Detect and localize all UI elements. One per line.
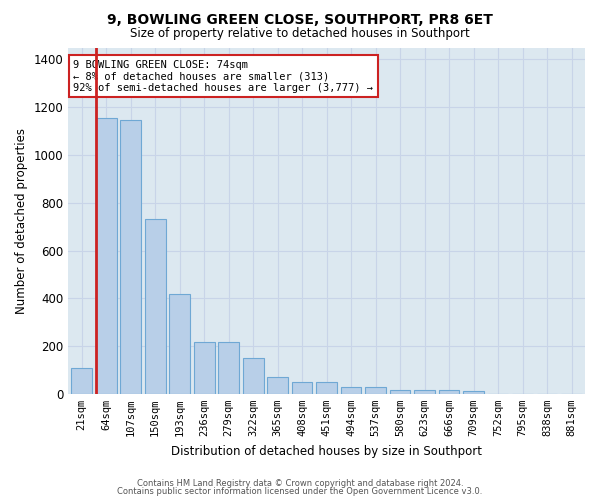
Bar	[194, 342, 215, 394]
Y-axis label: Number of detached properties: Number of detached properties	[15, 128, 28, 314]
Bar	[414, 390, 435, 394]
Text: Contains HM Land Registry data © Crown copyright and database right 2024.: Contains HM Land Registry data © Crown c…	[137, 478, 463, 488]
Bar	[267, 377, 288, 394]
Bar	[120, 120, 141, 394]
Bar	[71, 368, 92, 394]
Bar	[292, 382, 313, 394]
Bar	[145, 220, 166, 394]
Text: Contains public sector information licensed under the Open Government Licence v3: Contains public sector information licen…	[118, 487, 482, 496]
Bar	[341, 386, 361, 394]
Bar	[218, 342, 239, 394]
Text: 9 BOWLING GREEN CLOSE: 74sqm
← 8% of detached houses are smaller (313)
92% of se: 9 BOWLING GREEN CLOSE: 74sqm ← 8% of det…	[73, 60, 373, 93]
Bar	[439, 390, 460, 394]
Text: Size of property relative to detached houses in Southport: Size of property relative to detached ho…	[130, 28, 470, 40]
Bar	[169, 294, 190, 394]
Bar	[316, 382, 337, 394]
Bar	[242, 358, 263, 394]
Bar	[463, 392, 484, 394]
X-axis label: Distribution of detached houses by size in Southport: Distribution of detached houses by size …	[171, 444, 482, 458]
Bar	[96, 118, 116, 394]
Bar	[389, 390, 410, 394]
Text: 9, BOWLING GREEN CLOSE, SOUTHPORT, PR8 6ET: 9, BOWLING GREEN CLOSE, SOUTHPORT, PR8 6…	[107, 12, 493, 26]
Bar	[365, 386, 386, 394]
